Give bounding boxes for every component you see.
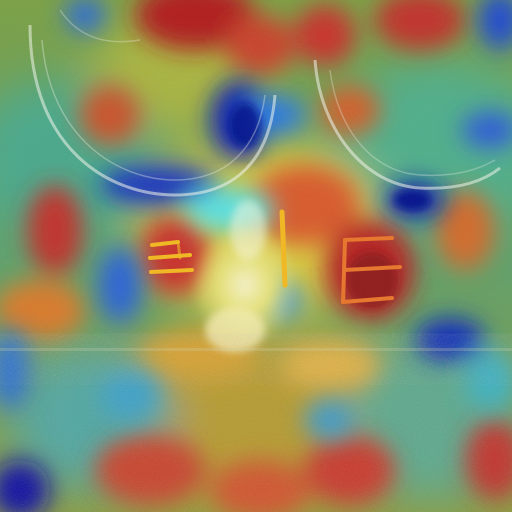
texture-grain-top [0,0,512,350]
texture-grain [0,350,512,512]
